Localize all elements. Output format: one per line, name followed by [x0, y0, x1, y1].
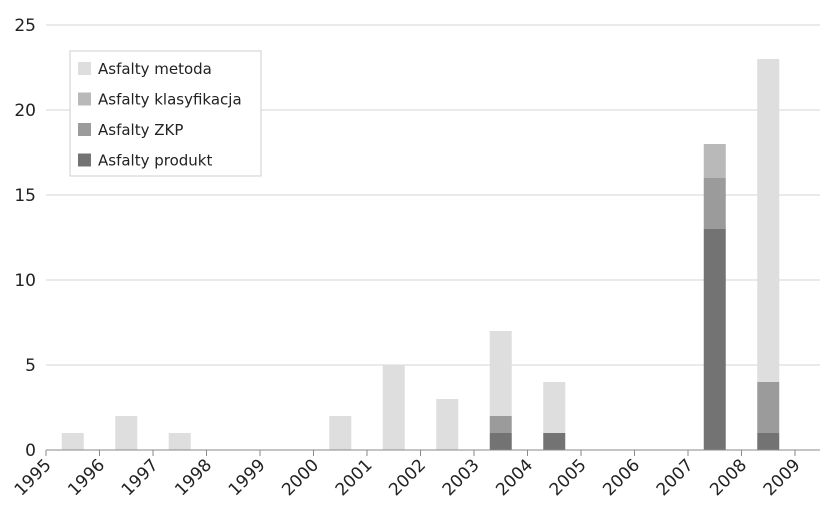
bar-segment: [329, 416, 352, 450]
bar-segment: [703, 229, 726, 450]
x-tick-label: 2009: [760, 455, 805, 500]
legend-box: [69, 50, 262, 177]
bar-segment: [757, 382, 780, 433]
bar-segment: [115, 416, 138, 450]
x-tick-label: 1996: [64, 455, 109, 500]
y-tick-label: 0: [25, 441, 36, 461]
legend-label: Asfalty ZKP: [98, 121, 183, 139]
x-tick-label: 2004: [492, 455, 537, 500]
bar-segment: [703, 144, 726, 178]
x-tick-label: 1999: [225, 455, 270, 500]
bar-segment: [757, 59, 780, 382]
y-tick-label: 20: [14, 101, 36, 121]
legend-swatch: [78, 92, 91, 106]
y-tick-label: 15: [14, 186, 36, 206]
bar-segment: [489, 416, 512, 433]
bar-segment: [61, 433, 84, 450]
x-tick-label: 2000: [278, 455, 323, 500]
x-tick-label: 2001: [332, 455, 377, 500]
bar-segment: [543, 382, 566, 433]
legend-swatch: [78, 123, 91, 136]
y-tick-label: 5: [25, 356, 36, 376]
bar-segment: [489, 331, 512, 416]
legend-label: Asfalty produkt: [98, 152, 212, 170]
legend-label: Asfalty metoda: [98, 60, 212, 78]
bar-segment: [382, 365, 405, 450]
y-tick-label: 10: [14, 271, 36, 291]
legend: Asfalty metoda Asfalty klasyfikacja Asfalt…: [69, 50, 262, 177]
y-tick-label: 25: [14, 16, 36, 36]
x-tick-label: 2006: [599, 455, 644, 500]
bar-segment: [489, 433, 512, 450]
x-tick-label: 1995: [11, 455, 56, 500]
bar-segment: [703, 178, 726, 229]
x-tick-label: 2008: [706, 455, 751, 500]
legend-swatch: [78, 62, 91, 75]
x-tick-label: 1997: [118, 455, 163, 500]
x-tick-label: 2007: [653, 455, 698, 500]
bar-segment: [436, 399, 459, 450]
y-axis-ticks: 0 5 10 15 20 25: [14, 16, 36, 461]
x-tick-label: 2002: [385, 455, 430, 500]
bars: [61, 59, 780, 450]
legend-swatch: [78, 153, 91, 167]
x-tick-label: 2003: [439, 455, 484, 500]
x-tick-label: 1998: [171, 455, 216, 500]
x-tick-label: 2005: [546, 455, 591, 500]
legend-label: Asfalty klasyfikacja: [98, 91, 242, 109]
x-axis: 1995 1996 1997 1998 1999 2000 2001 2002 2003 2004…: [11, 449, 820, 500]
bar-segment: [168, 433, 191, 450]
bar-segment: [543, 433, 566, 450]
bar-segment: [757, 433, 780, 450]
